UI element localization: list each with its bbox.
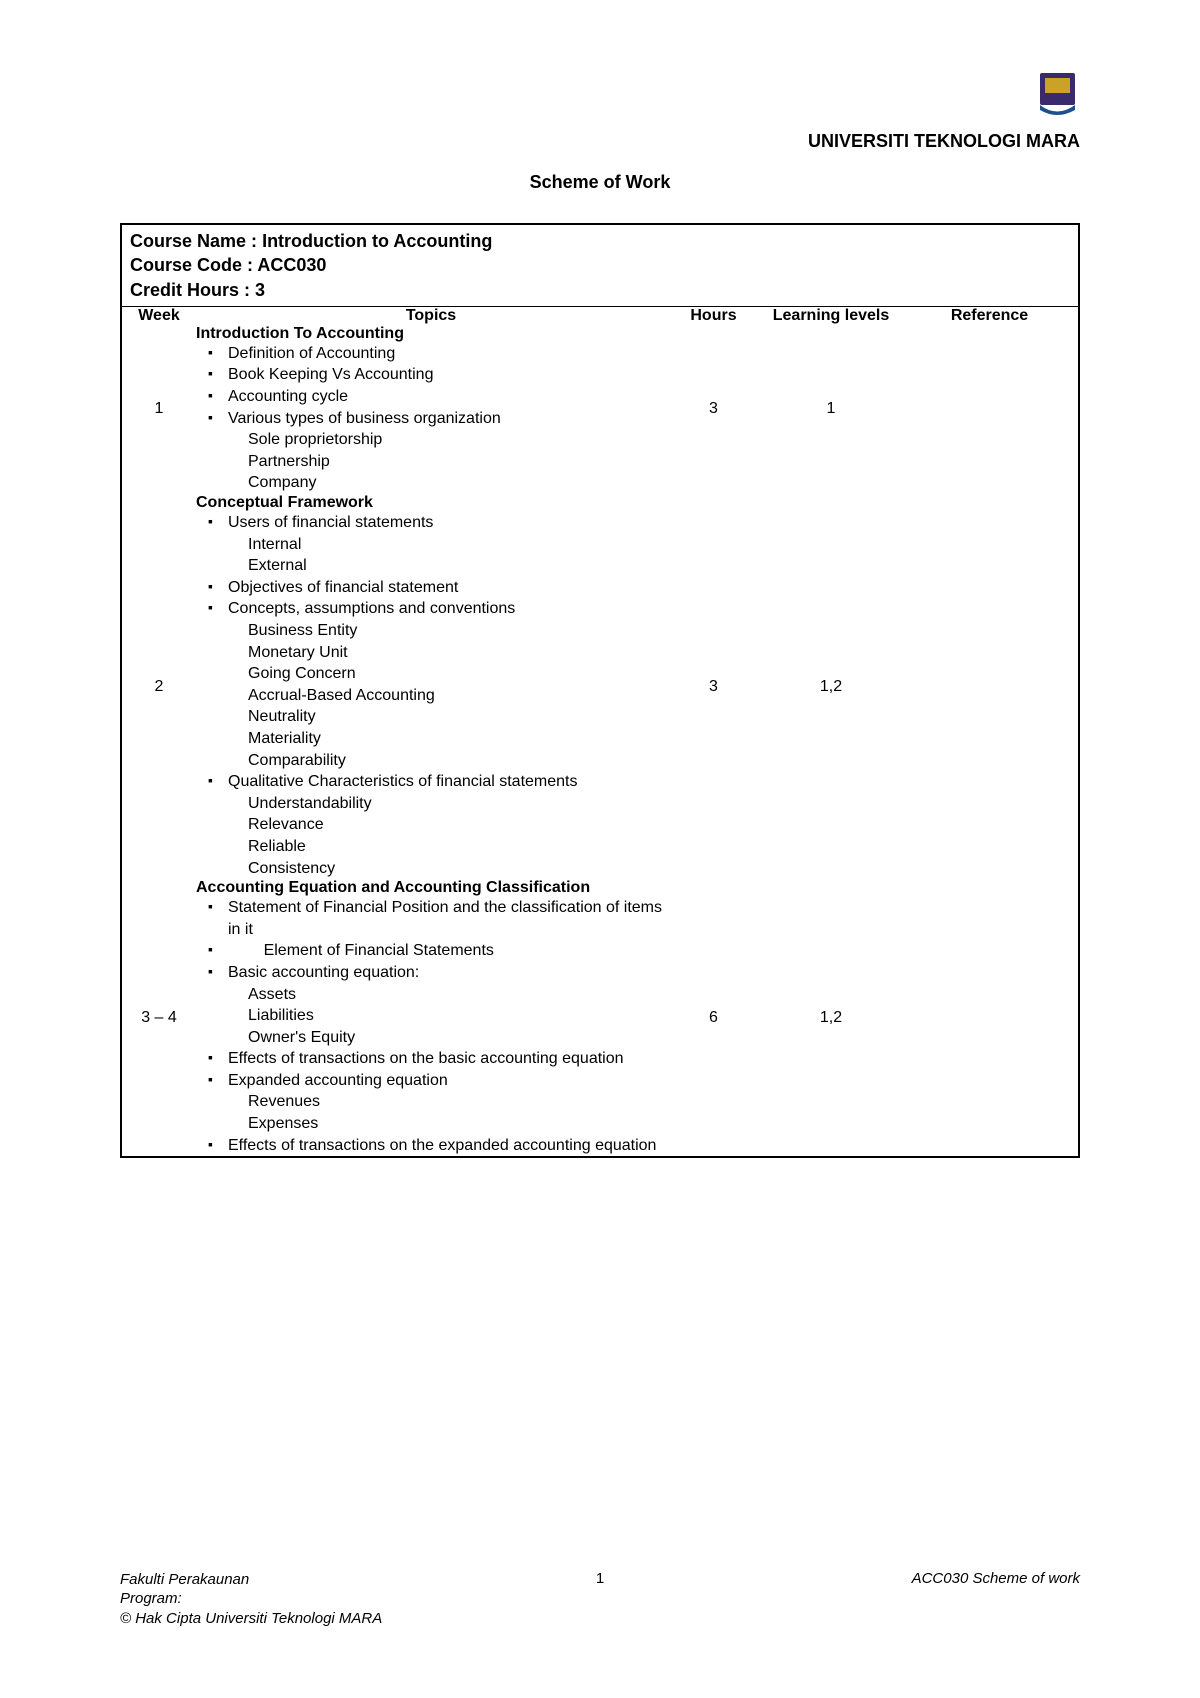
course-code-label: Course Code : bbox=[130, 255, 253, 275]
sub-items: RevenuesExpenses bbox=[208, 1091, 666, 1134]
bullet-item: Concepts, assumptions and conventions bbox=[208, 598, 666, 620]
bullet-item: Effects of transactions on the expanded … bbox=[208, 1135, 666, 1157]
table-header-row: Week Topics Hours Learning levels Refere… bbox=[121, 306, 1079, 325]
levels-cell: 1,2 bbox=[761, 879, 901, 1157]
bullet-item: Users of financial statements bbox=[208, 512, 666, 534]
sub-item: Liabilities bbox=[248, 1005, 666, 1027]
topic-cell: Conceptual FrameworkUsers of financial s… bbox=[196, 494, 666, 879]
sub-item: Neutrality bbox=[248, 706, 666, 728]
bullet-item: Qualitative Characteristics of financial… bbox=[208, 771, 666, 793]
footer-left: Fakulti Perakaunan Program: © Hak Cipta … bbox=[120, 1570, 382, 1629]
bullet-item: Basic accounting equation: bbox=[208, 962, 666, 984]
bullet-item: Accounting cycle bbox=[208, 386, 666, 408]
topic-bullets: Users of financial statementsInternalExt… bbox=[196, 512, 666, 879]
bullet-item: Effects of transactions on the basic acc… bbox=[208, 1048, 666, 1070]
sub-item: Expenses bbox=[248, 1113, 666, 1135]
hours-cell: 6 bbox=[666, 879, 761, 1157]
topic-cell: Accounting Equation and Accounting Class… bbox=[196, 879, 666, 1157]
table-row: 3 – 4Accounting Equation and Accounting … bbox=[121, 879, 1079, 1157]
sub-item: Internal bbox=[248, 534, 666, 556]
bullet-item: Element of Financial Statements bbox=[208, 940, 666, 962]
levels-cell: 1 bbox=[761, 325, 901, 494]
scheme-table: Course Name : Introduction to Accounting… bbox=[120, 223, 1080, 1158]
col-week-header: Week bbox=[121, 306, 196, 325]
sub-item: External bbox=[248, 555, 666, 577]
topic-bullets: Definition of AccountingBook Keeping Vs … bbox=[196, 343, 666, 494]
week-cell: 2 bbox=[121, 494, 196, 879]
course-name-value: Introduction to Accounting bbox=[262, 231, 492, 251]
bullet-item: Various types of business organization bbox=[208, 408, 666, 430]
footer-program: Program: bbox=[120, 1589, 382, 1609]
bullet-item: Expanded accounting equation bbox=[208, 1070, 666, 1092]
sub-item: Sole proprietorship bbox=[248, 429, 666, 451]
footer-copyright: © Hak Cipta Universiti Teknologi MARA bbox=[120, 1609, 382, 1629]
sub-item: Materiality bbox=[248, 728, 666, 750]
bullet-item: Statement of Financial Position and the … bbox=[208, 897, 666, 940]
sub-items: InternalExternal bbox=[208, 534, 666, 577]
course-info-cell: Course Name : Introduction to Accounting… bbox=[121, 224, 1079, 306]
sub-item: Relevance bbox=[248, 814, 666, 836]
sub-items: Business EntityMonetary UnitGoing Concer… bbox=[208, 620, 666, 771]
reference-cell bbox=[901, 879, 1079, 1157]
course-name-label: Course Name : bbox=[130, 231, 257, 251]
reference-cell bbox=[901, 325, 1079, 494]
sub-item: Partnership bbox=[248, 451, 666, 473]
sub-items: UnderstandabilityRelevanceReliableConsis… bbox=[208, 793, 666, 879]
sub-items: Sole proprietorshipPartnershipCompany bbox=[208, 429, 666, 494]
table-row: 2Conceptual FrameworkUsers of financial … bbox=[121, 494, 1079, 879]
sub-item: Monetary Unit bbox=[248, 642, 666, 664]
hours-cell: 3 bbox=[666, 494, 761, 879]
sub-item: Going Concern bbox=[248, 663, 666, 685]
footer-right: ACC030 Scheme of work bbox=[912, 1570, 1080, 1587]
sub-items: AssetsLiabilitiesOwner's Equity bbox=[208, 984, 666, 1049]
col-reference-header: Reference bbox=[901, 306, 1079, 325]
reference-cell bbox=[901, 494, 1079, 879]
page-footer: Fakulti Perakaunan Program: © Hak Cipta … bbox=[120, 1570, 1080, 1629]
levels-cell: 1,2 bbox=[761, 494, 901, 879]
topic-title: Accounting Equation and Accounting Class… bbox=[196, 879, 666, 897]
sub-item: Revenues bbox=[248, 1091, 666, 1113]
university-name: UNIVERSITI TEKNOLOGI MARA bbox=[120, 131, 1080, 152]
topic-title: Introduction To Accounting bbox=[196, 325, 666, 343]
sub-item: Accrual-Based Accounting bbox=[248, 685, 666, 707]
credit-hours-value: 3 bbox=[255, 280, 265, 300]
document-header: UNIVERSITI TEKNOLOGI MARA bbox=[120, 70, 1080, 152]
sub-item: Reliable bbox=[248, 836, 666, 858]
credit-hours-label: Credit Hours : bbox=[130, 280, 250, 300]
hours-cell: 3 bbox=[666, 325, 761, 494]
bullet-item: Definition of Accounting bbox=[208, 343, 666, 365]
col-levels-header: Learning levels bbox=[761, 306, 901, 325]
week-cell: 3 – 4 bbox=[121, 879, 196, 1157]
topic-cell: Introduction To AccountingDefinition of … bbox=[196, 325, 666, 494]
footer-faculty: Fakulti Perakaunan bbox=[120, 1570, 382, 1590]
col-hours-header: Hours bbox=[666, 306, 761, 325]
sub-item: Business Entity bbox=[248, 620, 666, 642]
bullet-item: Objectives of financial statement bbox=[208, 577, 666, 599]
week-cell: 1 bbox=[121, 325, 196, 494]
col-topics-header: Topics bbox=[196, 306, 666, 325]
topic-bullets: Statement of Financial Position and the … bbox=[196, 897, 666, 1156]
document-title: Scheme of Work bbox=[120, 172, 1080, 193]
sub-item: Assets bbox=[248, 984, 666, 1006]
sub-item: Comparability bbox=[248, 750, 666, 772]
sub-item: Owner's Equity bbox=[248, 1027, 666, 1049]
sub-item: Consistency bbox=[248, 858, 666, 880]
sub-item: Understandability bbox=[248, 793, 666, 815]
page-number: 1 bbox=[596, 1570, 604, 1587]
university-logo-icon bbox=[1035, 70, 1080, 125]
table-row: 1Introduction To AccountingDefinition of… bbox=[121, 325, 1079, 494]
sub-item: Company bbox=[248, 472, 666, 494]
topic-title: Conceptual Framework bbox=[196, 494, 666, 512]
course-code-value: ACC030 bbox=[257, 255, 326, 275]
bullet-item: Book Keeping Vs Accounting bbox=[208, 364, 666, 386]
